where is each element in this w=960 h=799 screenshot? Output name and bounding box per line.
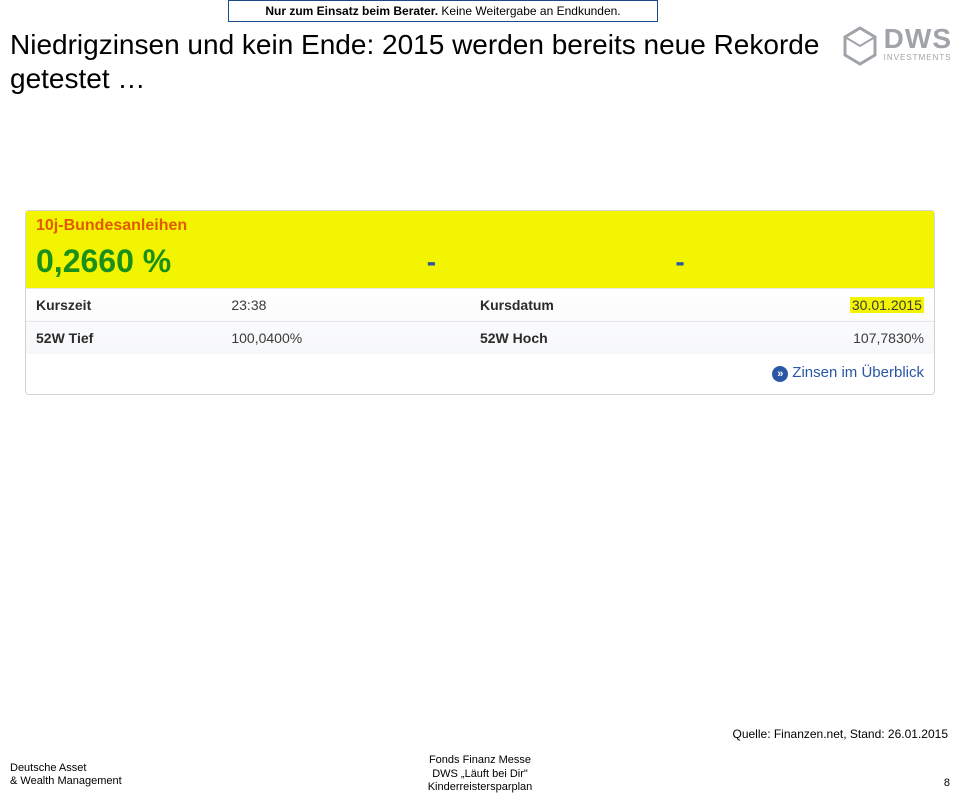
row-value-2: 107,7830%	[675, 330, 924, 346]
table-row: 52W Tief100,0400%52W Hoch107,7830%	[26, 321, 934, 354]
footer-left-1: Deutsche Asset	[10, 762, 122, 776]
row-label-2: Kursdatum	[480, 297, 675, 313]
footer-center: Fonds Finanz Messe DWS „Läuft bei Dir" K…	[428, 754, 533, 795]
row-value-2: 30.01.2015	[675, 297, 924, 313]
logo-sub: INVESTMENTS	[884, 53, 952, 62]
arrow-circle-icon: »	[772, 366, 788, 382]
row-label: Kurszeit	[36, 297, 231, 313]
table-row: Kurszeit23:38Kursdatum30.01.2015	[26, 288, 934, 321]
change-dash-1: -	[427, 246, 676, 278]
rate-widget: 10j-Bundesanleihen 0,2660 % - - Kurszeit…	[25, 210, 935, 395]
banner-rest: Keine Weitergabe an Endkunden.	[438, 4, 621, 18]
logo-brand: DWS	[884, 26, 952, 51]
instrument-name: 10j-Bundesanleihen	[36, 217, 924, 239]
widget-header: 10j-Bundesanleihen	[26, 211, 934, 239]
footer-center-1: Fonds Finanz Messe	[428, 754, 533, 768]
widget-rows: Kurszeit23:38Kursdatum30.01.201552W Tief…	[26, 288, 934, 354]
widget-link-row: »Zinsen im Überblick	[26, 354, 934, 394]
hexagon-icon	[843, 26, 877, 71]
row-label-2: 52W Hoch	[480, 330, 675, 346]
footer-center-2: DWS „Läuft bei Dir"	[428, 768, 533, 782]
source-text: Quelle: Finanzen.net, Stand: 26.01.2015	[733, 727, 949, 741]
banner-bold: Nur zum Einsatz beim Berater.	[265, 4, 438, 18]
footer-left-2: & Wealth Management	[10, 775, 122, 789]
dws-logo: DWS INVESTMENTS	[843, 26, 952, 71]
zinsen-link[interactable]: »Zinsen im Überblick	[772, 364, 924, 381]
widget-main-row: 0,2660 % - -	[26, 239, 934, 288]
footer-left: Deutsche Asset & Wealth Management	[10, 762, 122, 790]
page-title: Niedrigzinsen und kein Ende: 2015 werden…	[10, 28, 820, 95]
change-dash-2: -	[675, 246, 924, 278]
row-value: 23:38	[231, 297, 480, 313]
footer-center-3: Kinderreistersparplan	[428, 781, 533, 795]
disclaimer-banner: Nur zum Einsatz beim Berater. Keine Weit…	[228, 0, 658, 22]
row-label: 52W Tief	[36, 330, 231, 346]
link-text: Zinsen im Überblick	[792, 364, 924, 381]
rate-value: 0,2660 %	[36, 243, 427, 280]
row-value: 100,0400%	[231, 330, 480, 346]
page-number: 8	[944, 777, 950, 789]
